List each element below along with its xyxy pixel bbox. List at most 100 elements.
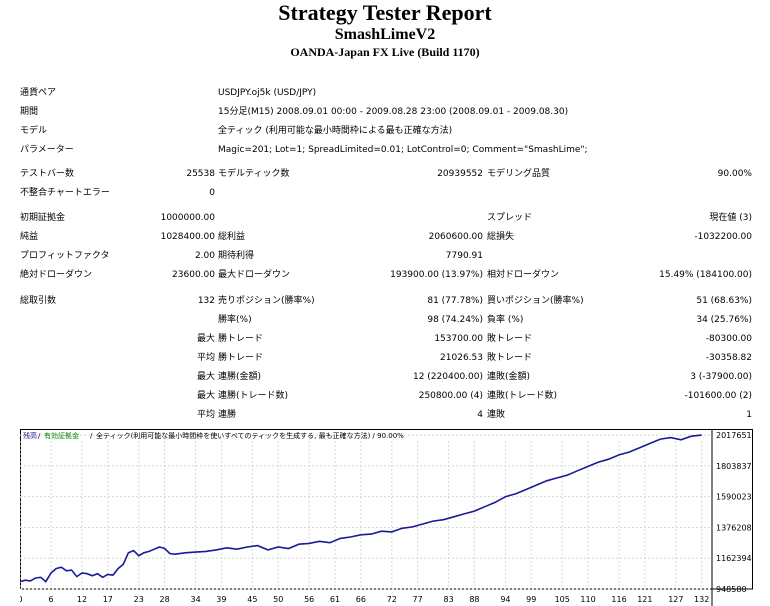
x-tick-label: 66 [356, 595, 366, 604]
avg-cons-loss-value: 1 [746, 410, 752, 420]
x-tick-label: 94 [500, 595, 510, 604]
avg-win-label: 勝トレード [218, 353, 264, 363]
x-tick-label: 88 [469, 595, 479, 604]
largest-win-label: 勝トレード [218, 334, 264, 344]
x-tick-label: 45 [247, 595, 257, 604]
payoff-label: 期待利得 [218, 251, 255, 261]
net-value: 1028400.00 [160, 232, 215, 242]
legend-balance: 残高 [23, 431, 37, 440]
y-tick-label: 1162394 [716, 554, 752, 563]
x-tick-label: 83 [444, 595, 454, 604]
x-tick-label: 39 [216, 595, 226, 604]
lossrate-label: 負率 (%) [487, 315, 524, 325]
avg-cons-win-label: 連勝 [218, 410, 237, 420]
mismatch-label: 不整合チャートエラー [20, 188, 110, 198]
symbol-label: 通貨ペア [20, 88, 57, 98]
y-tick-label: 1376208 [716, 523, 752, 532]
avg-loss-value: -30358.82 [705, 353, 752, 363]
x-tick-label: 6 [48, 595, 53, 604]
avg-loss-label: 敗トレード [487, 353, 533, 363]
short-value: 81 (77.78%) [427, 296, 483, 306]
legend-model: 全ティック(利用可能な最小時間枠を使いすべてのティックを生成する, 最も正確な方… [96, 431, 404, 440]
payoff-value: 7790.91 [445, 251, 483, 261]
largest-win-value: 153700.00 [434, 334, 483, 344]
cons-wins-tr-value: 250800.00 (4) [418, 391, 483, 401]
x-tick-label: 12 [77, 595, 87, 604]
max-dd-value: 193900.00 (13.97%) [390, 270, 483, 280]
cons-loss-tr-label: 連敗(トレード数) [487, 391, 558, 401]
winrate-label: 勝率(%) [218, 315, 252, 325]
trades-label: 総取引数 [20, 296, 57, 306]
rel-dd-label: 相対ドローダウン [487, 270, 560, 280]
quality-label: モデリング品質 [487, 169, 551, 179]
cons-loss-tr-value: -101600.00 (2) [684, 391, 752, 401]
max-prefix-1: 最大 [196, 334, 215, 344]
long-value: 51 (68.63%) [696, 296, 752, 306]
model-value: 全ティック (利用可能な最小時間枠による最も正確な方法) [218, 126, 453, 136]
largest-loss-label: 敗トレード [487, 334, 533, 344]
x-tick-label: 105 [555, 595, 570, 604]
pf-label: プロフィットファクタ [20, 251, 110, 261]
short-label: 売りポジション(勝率%) [218, 296, 315, 306]
bars-value: 25538 [186, 169, 215, 179]
y-tick-label: 948580 [716, 585, 747, 594]
model-label: モデル [20, 126, 48, 136]
symbol-value: USDJPY.oj5k (USD/JPY) [218, 88, 317, 98]
server-name: OANDA-Japan FX Live (Build 1170) [290, 45, 480, 59]
max-prefix-3: 最大 [196, 391, 215, 401]
y-tick-label: 1803837 [716, 462, 752, 471]
abs-dd-value: 23600.00 [172, 270, 215, 280]
x-tick-label: 72 [387, 595, 397, 604]
max-dd-label: 最大ドローダウン [218, 270, 291, 280]
y-tick-label: 1590023 [716, 493, 752, 502]
x-tick-label: 116 [611, 595, 626, 604]
avg-win-value: 21026.53 [440, 353, 483, 363]
gross-loss-value: -1032200.00 [694, 232, 752, 242]
period-value: 15分足(M15) 2008.09.01 00:00 - 2009.08.28 … [218, 107, 569, 117]
deposit-label: 初期証拠金 [20, 213, 66, 223]
avg-cons-loss-label: 連敗 [487, 410, 506, 420]
cons-wins-amt-label: 連勝(金額) [218, 372, 262, 382]
rel-dd-value: 15.49% (184100.00) [659, 270, 752, 280]
cons-loss-amt-label: 連敗(金額) [487, 372, 531, 382]
x-tick-label: 0 [20, 595, 23, 604]
x-tick-label: 110 [580, 595, 595, 604]
balance-chart-svg: 残高 / 有効証拠金 / 全ティック(利用可能な最小時間枠を使いすべてのティック… [20, 429, 753, 606]
gross-profit-label: 総利益 [218, 232, 246, 242]
spread-value: 現在値 (3) [709, 213, 752, 223]
largest-loss-value: -80300.00 [705, 334, 752, 344]
avg-cons-win-value: 4 [477, 410, 483, 420]
x-tick-label: 77 [413, 595, 423, 604]
ticks-value: 20939552 [437, 169, 483, 179]
ticks-label: モデルティック数 [218, 169, 290, 179]
bars-label: テストバー数 [20, 169, 75, 179]
cons-wins-amt-value: 12 (220400.00) [412, 372, 483, 382]
mismatch-value: 0 [209, 188, 215, 198]
max-prefix-2: 最大 [196, 372, 215, 382]
y-tick-label: 2017651 [716, 431, 752, 440]
params-value: Magic=201; Lot=1; SpreadLimited=0.01; Lo… [218, 145, 588, 155]
balance-chart: 残高 / 有効証拠金 / 全ティック(利用可能な最小時間枠を使いすべてのティック… [20, 429, 753, 606]
x-tick-label: 56 [304, 595, 314, 604]
x-tick-label: 127 [668, 595, 683, 604]
avg-prefix-1: 平均 [196, 353, 215, 363]
x-tick-label: 132 [694, 595, 709, 604]
report-title: Strategy Tester Report [278, 0, 492, 25]
lossrate-value: 34 (25.76%) [696, 315, 752, 325]
period-label: 期間 [20, 107, 39, 117]
x-tick-label: 23 [134, 595, 144, 604]
deposit-value: 1000000.00 [160, 213, 215, 223]
long-label: 買いポジション(勝率%) [487, 296, 584, 306]
pf-value: 2.00 [194, 251, 215, 261]
cons-wins-tr-label: 連勝(トレード数) [218, 391, 289, 401]
x-tick-label: 28 [160, 595, 170, 604]
legend-sep-2: / [90, 432, 93, 440]
cons-loss-amt-value: 3 (-37900.00) [690, 372, 752, 382]
balance-line [20, 434, 702, 583]
quality-value: 90.00% [717, 169, 752, 179]
avg-prefix-2: 平均 [196, 410, 215, 420]
x-tick-label: 61 [330, 595, 340, 604]
x-tick-label: 121 [637, 595, 652, 604]
abs-dd-label: 絶対ドローダウン [20, 270, 93, 280]
x-tick-label: 34 [190, 595, 200, 604]
